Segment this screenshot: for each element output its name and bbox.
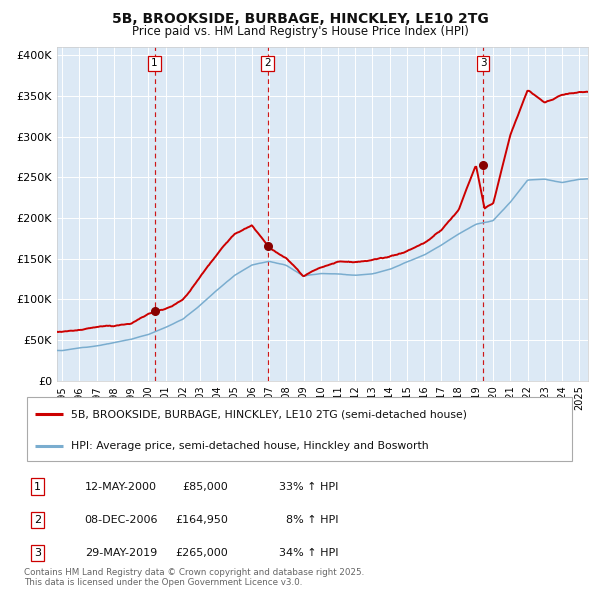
Text: 1: 1 bbox=[34, 481, 41, 491]
Text: 29-MAY-2019: 29-MAY-2019 bbox=[85, 548, 157, 558]
Text: HPI: Average price, semi-detached house, Hinckley and Bosworth: HPI: Average price, semi-detached house,… bbox=[71, 441, 428, 451]
Text: 34% ↑ HPI: 34% ↑ HPI bbox=[279, 548, 338, 558]
Text: £265,000: £265,000 bbox=[175, 548, 228, 558]
Text: 5B, BROOKSIDE, BURBAGE, HINCKLEY, LE10 2TG (semi-detached house): 5B, BROOKSIDE, BURBAGE, HINCKLEY, LE10 2… bbox=[71, 409, 467, 419]
Text: 3: 3 bbox=[34, 548, 41, 558]
FancyBboxPatch shape bbox=[27, 397, 572, 461]
Text: 1: 1 bbox=[151, 58, 158, 68]
Text: 2: 2 bbox=[265, 58, 271, 68]
Text: 3: 3 bbox=[479, 58, 487, 68]
Text: £164,950: £164,950 bbox=[175, 514, 228, 525]
Text: 2: 2 bbox=[34, 514, 41, 525]
Text: 8% ↑ HPI: 8% ↑ HPI bbox=[286, 514, 338, 525]
Text: Price paid vs. HM Land Registry's House Price Index (HPI): Price paid vs. HM Land Registry's House … bbox=[131, 25, 469, 38]
Text: 33% ↑ HPI: 33% ↑ HPI bbox=[279, 481, 338, 491]
Text: Contains HM Land Registry data © Crown copyright and database right 2025.
This d: Contains HM Land Registry data © Crown c… bbox=[24, 568, 364, 587]
Text: 08-DEC-2006: 08-DEC-2006 bbox=[85, 514, 158, 525]
Text: 12-MAY-2000: 12-MAY-2000 bbox=[85, 481, 157, 491]
Text: £85,000: £85,000 bbox=[182, 481, 228, 491]
Text: 5B, BROOKSIDE, BURBAGE, HINCKLEY, LE10 2TG: 5B, BROOKSIDE, BURBAGE, HINCKLEY, LE10 2… bbox=[112, 12, 488, 26]
